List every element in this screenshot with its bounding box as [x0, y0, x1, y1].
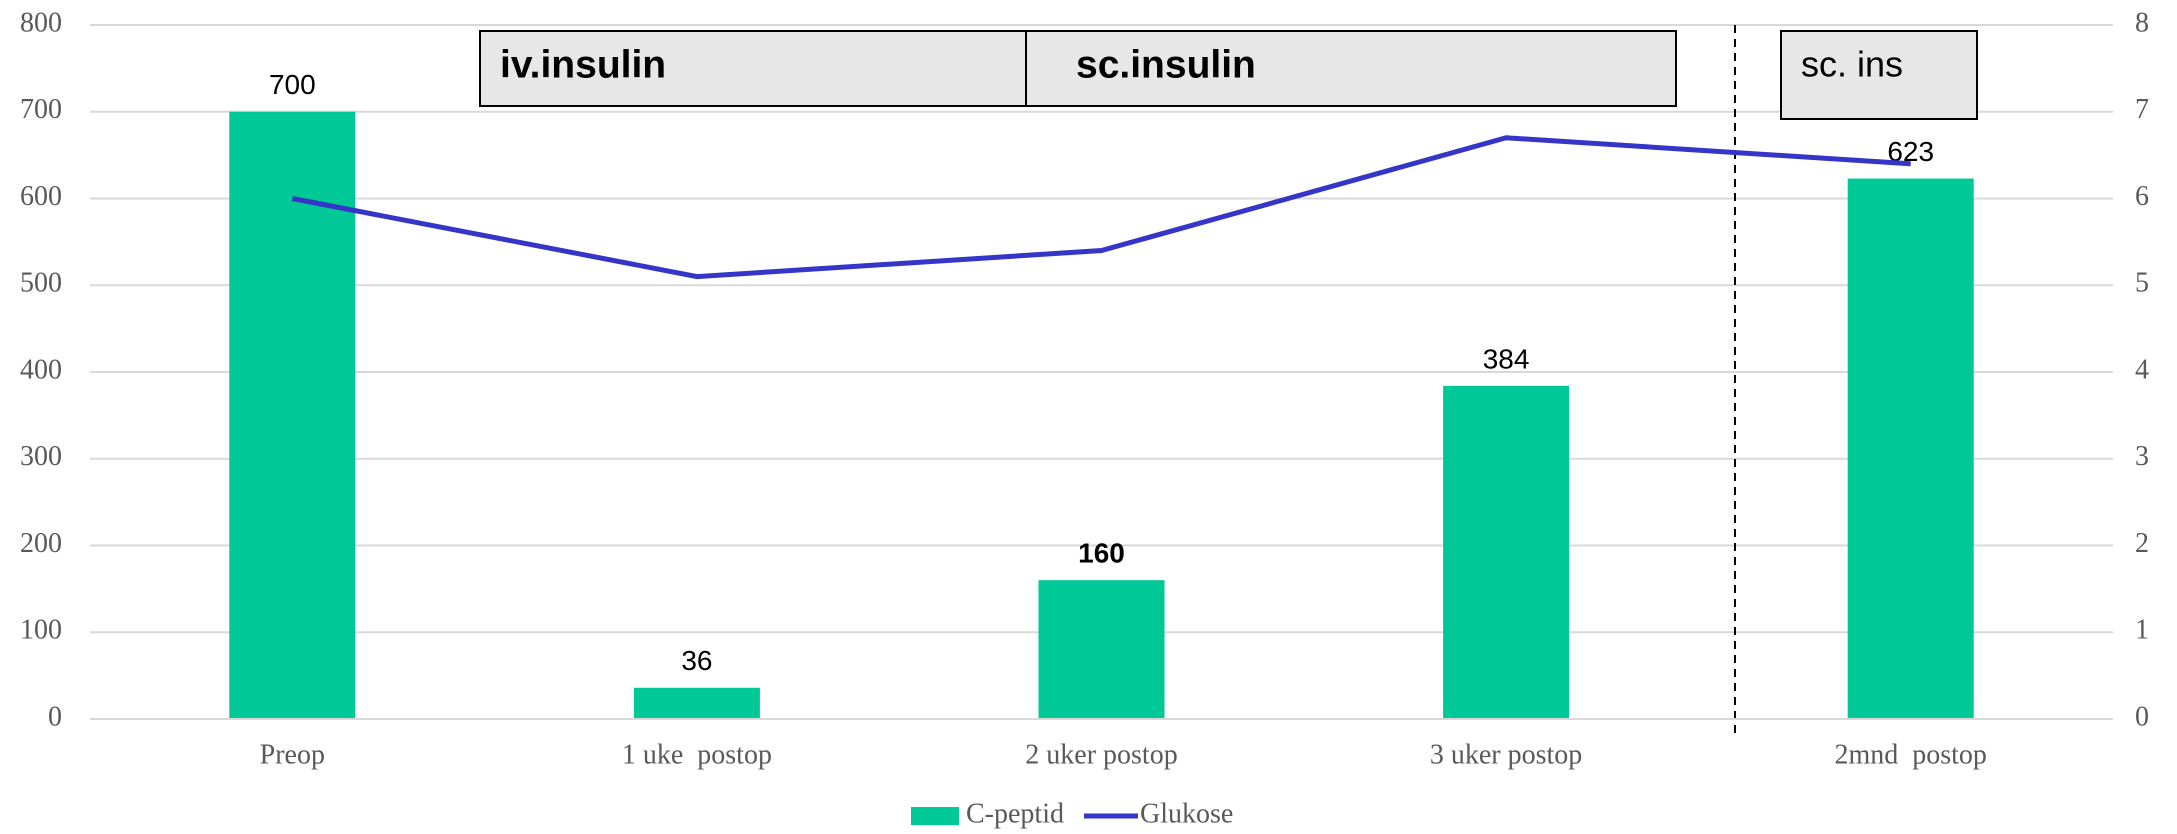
- annotation-box: [1780, 30, 1978, 120]
- y-tick-label: 300: [20, 441, 62, 472]
- legend-swatch: [911, 807, 959, 825]
- annotation: sc. ins: [1801, 44, 1903, 85]
- y-tick-label: 500: [20, 268, 62, 299]
- y2-tick-label: 2: [2135, 528, 2149, 559]
- y-tick-label: 800: [20, 7, 62, 38]
- x-tick-label: 2 uker postop: [1025, 739, 1177, 770]
- data-label: 36: [681, 645, 712, 676]
- annotation-box: [1025, 30, 1677, 107]
- annotation: sc.insulin: [1076, 43, 1256, 86]
- bar: [1038, 580, 1165, 719]
- legend-label: Glukose: [1140, 798, 1233, 829]
- y2-tick-label: 8: [2135, 7, 2149, 38]
- y-tick-label: 600: [20, 181, 62, 212]
- y-tick-label: 100: [20, 615, 62, 646]
- data-label: 384: [1483, 343, 1530, 374]
- y2-tick-label: 4: [2135, 354, 2149, 385]
- y2-tick-label: 0: [2135, 701, 2149, 732]
- y2-tick-label: 6: [2135, 181, 2149, 212]
- y2-tick-label: 3: [2135, 441, 2149, 472]
- line: [291, 135, 1911, 280]
- data-label: 700: [269, 69, 316, 100]
- annotation: iv.insulin: [500, 43, 666, 86]
- y-tick-label: 400: [20, 354, 62, 385]
- y2-tick-label: 5: [2135, 268, 2149, 299]
- legend-label: C-peptid: [966, 798, 1064, 829]
- y-tick-label: 0: [48, 701, 62, 732]
- bar: [229, 111, 356, 719]
- y2-tick-label: 7: [2135, 94, 2149, 125]
- data-label: 160: [1078, 538, 1125, 569]
- y-tick-label: 700: [20, 94, 62, 125]
- x-tick-label: 3 uker postop: [1430, 739, 1582, 770]
- y2-tick-label: 1: [2135, 615, 2149, 646]
- y-tick-label: 200: [20, 528, 62, 559]
- bar: [1847, 178, 1974, 720]
- x-tick-label: Preop: [260, 739, 325, 770]
- bar: [633, 687, 760, 719]
- x-tick-label: 2mnd postop: [1834, 739, 1986, 770]
- x-tick-label: 1 uke postop: [622, 739, 772, 770]
- bar: [1443, 385, 1570, 719]
